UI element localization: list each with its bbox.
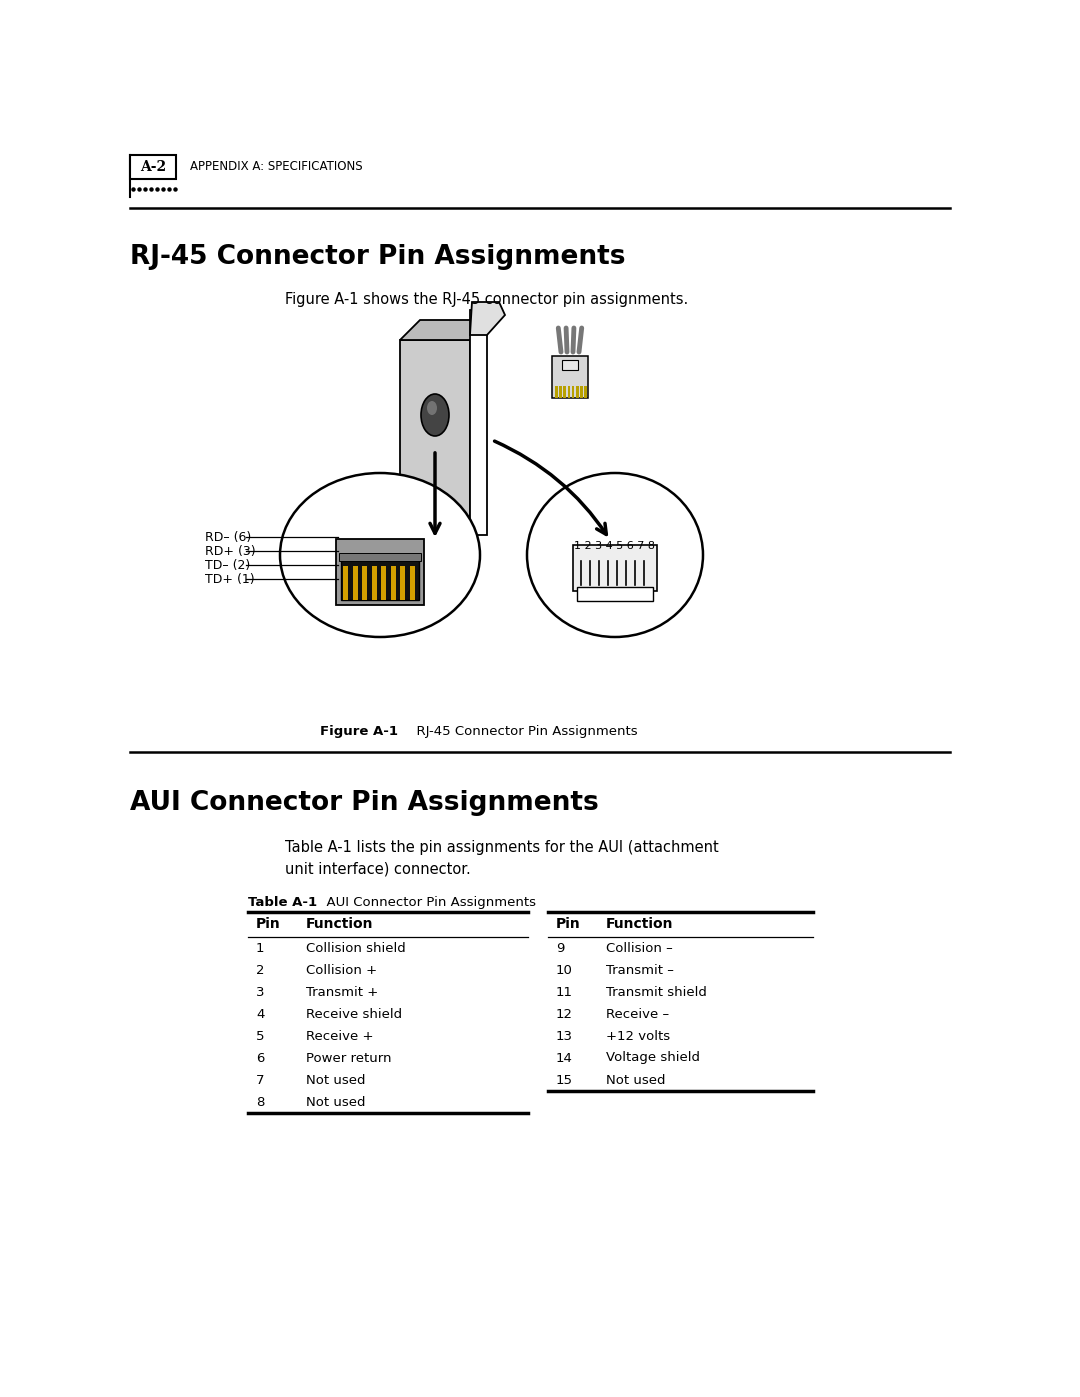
Bar <box>568 386 570 398</box>
Ellipse shape <box>527 474 703 637</box>
Text: Voltage shield: Voltage shield <box>606 1052 700 1065</box>
Bar <box>552 356 588 398</box>
Text: 1 2 3 4 5 6 7 8: 1 2 3 4 5 6 7 8 <box>575 541 656 550</box>
Text: Table A-1 lists the pin assignments for the AUI (attachment: Table A-1 lists the pin assignments for … <box>285 840 719 855</box>
Text: Receive –: Receive – <box>606 1007 670 1020</box>
Text: Power return: Power return <box>306 1052 391 1065</box>
Bar <box>571 386 575 398</box>
Text: Receive +: Receive + <box>306 1030 374 1042</box>
Bar <box>341 560 419 599</box>
Ellipse shape <box>427 401 437 415</box>
Ellipse shape <box>280 474 480 637</box>
Text: APPENDIX A: SPECIFICATIONS: APPENDIX A: SPECIFICATIONS <box>190 161 363 173</box>
Text: 4: 4 <box>256 1007 265 1020</box>
Text: AUI Connector Pin Assignments: AUI Connector Pin Assignments <box>130 789 598 816</box>
Text: Not used: Not used <box>306 1073 365 1087</box>
Bar <box>573 545 657 591</box>
Bar <box>339 553 421 562</box>
Text: Not used: Not used <box>306 1095 365 1108</box>
Bar <box>470 310 487 535</box>
Bar <box>580 386 583 398</box>
Text: A-2: A-2 <box>140 161 166 175</box>
Bar <box>559 386 562 398</box>
Text: 12: 12 <box>556 1007 573 1020</box>
Text: 2: 2 <box>256 964 265 977</box>
Text: RD– (6): RD– (6) <box>205 531 252 543</box>
Bar <box>381 566 386 599</box>
Text: Table A-1: Table A-1 <box>248 895 318 909</box>
Text: 5: 5 <box>256 1030 265 1042</box>
Text: Transmit +: Transmit + <box>306 985 378 999</box>
Text: AUI Connector Pin Assignments: AUI Connector Pin Assignments <box>318 895 536 909</box>
Text: Transmit shield: Transmit shield <box>606 985 707 999</box>
Ellipse shape <box>421 394 449 436</box>
Text: TD– (2): TD– (2) <box>205 559 251 571</box>
Bar <box>130 155 176 179</box>
Bar <box>372 566 377 599</box>
Bar <box>584 386 586 398</box>
Bar <box>343 566 348 599</box>
Bar <box>336 539 424 605</box>
Text: Receive shield: Receive shield <box>306 1007 402 1020</box>
Text: RJ-45 Connector Pin Assignments: RJ-45 Connector Pin Assignments <box>130 244 625 270</box>
Text: Pin: Pin <box>256 918 281 932</box>
Text: 6: 6 <box>256 1052 265 1065</box>
Text: 10: 10 <box>556 964 572 977</box>
Bar <box>562 360 578 370</box>
Polygon shape <box>400 339 470 535</box>
Bar <box>352 566 357 599</box>
Bar <box>400 566 405 599</box>
Polygon shape <box>470 302 505 335</box>
Bar <box>576 386 579 398</box>
Text: Collision shield: Collision shield <box>306 942 406 954</box>
Text: Collision –: Collision – <box>606 942 673 954</box>
Text: RD+ (3): RD+ (3) <box>205 545 256 557</box>
Text: Pin: Pin <box>556 918 581 932</box>
Text: 7: 7 <box>256 1073 265 1087</box>
Text: 8: 8 <box>256 1095 265 1108</box>
Text: TD+ (1): TD+ (1) <box>205 573 255 585</box>
Bar <box>555 386 557 398</box>
Text: unit interface) connector.: unit interface) connector. <box>285 862 471 877</box>
Text: 9: 9 <box>556 942 565 954</box>
Text: +12 volts: +12 volts <box>606 1030 670 1042</box>
Text: 3: 3 <box>256 985 265 999</box>
Text: 1: 1 <box>256 942 265 954</box>
Text: 13: 13 <box>556 1030 573 1042</box>
Bar <box>409 566 415 599</box>
Text: Transmit –: Transmit – <box>606 964 674 977</box>
Bar <box>564 386 566 398</box>
Text: Not used: Not used <box>606 1073 665 1087</box>
Bar <box>362 566 367 599</box>
Text: Collision +: Collision + <box>306 964 377 977</box>
Text: 11: 11 <box>556 985 573 999</box>
Text: Function: Function <box>306 918 374 932</box>
Text: Function: Function <box>606 918 674 932</box>
Text: 14: 14 <box>556 1052 572 1065</box>
Text: RJ-45 Connector Pin Assignments: RJ-45 Connector Pin Assignments <box>408 725 637 738</box>
Bar <box>577 587 653 601</box>
Text: Figure A-1: Figure A-1 <box>320 725 399 738</box>
Bar <box>391 566 395 599</box>
Text: Figure A-1 shows the RJ-45 connector pin assignments.: Figure A-1 shows the RJ-45 connector pin… <box>285 292 688 307</box>
Text: 15: 15 <box>556 1073 573 1087</box>
Polygon shape <box>400 320 490 339</box>
